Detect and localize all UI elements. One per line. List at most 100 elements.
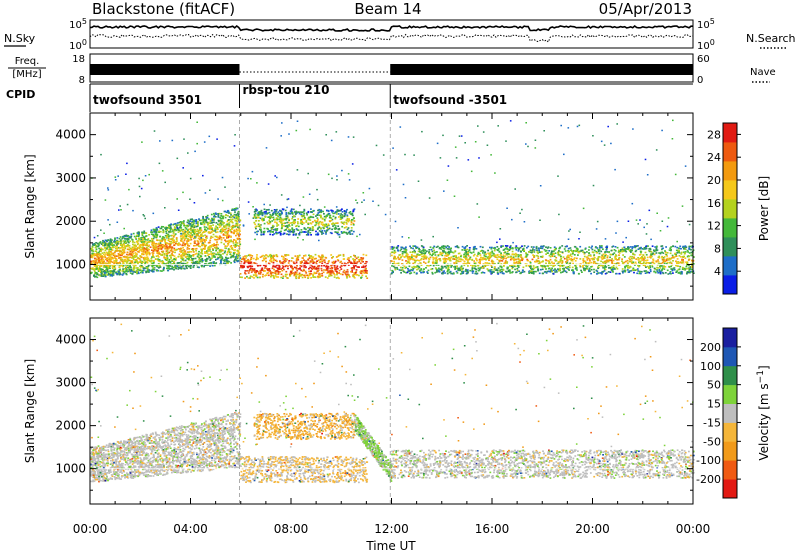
scatter-cell	[279, 271, 281, 273]
scatter-cell	[227, 244, 230, 246]
scatter-cell	[316, 228, 319, 230]
scatter-cell	[669, 272, 671, 275]
scatter-cell	[142, 257, 145, 259]
scatter-cell	[260, 271, 262, 274]
scatter-cell	[199, 227, 202, 229]
scatter-cell	[365, 254, 368, 257]
scatter-cell	[303, 217, 306, 219]
scatter-cell	[97, 274, 100, 276]
scatter-cell	[492, 252, 495, 255]
scatter-cell	[118, 257, 120, 259]
scatter-cell	[195, 222, 198, 225]
scatter-cell	[235, 245, 238, 247]
scatter-cell	[344, 264, 347, 267]
scatter-cell	[176, 265, 179, 267]
scatter-cell	[181, 244, 184, 247]
scatter-cell	[168, 227, 171, 229]
scatter-cell	[267, 228, 269, 230]
scatter-cell	[173, 249, 176, 251]
scatter-cell	[615, 266, 618, 269]
scatter-cell	[141, 271, 144, 274]
scatter-cell	[101, 241, 104, 244]
scatter-cell	[281, 269, 284, 272]
scatter-cell	[687, 251, 689, 253]
scatter-cell	[666, 255, 668, 257]
scatter-cell	[228, 239, 231, 242]
beam-label: Beam 14	[354, 0, 421, 18]
scatter-cell	[257, 230, 259, 233]
scatter-cell	[132, 269, 135, 272]
scatter-cell	[94, 253, 96, 255]
scatter-cell	[316, 232, 319, 234]
scatter-cell	[148, 251, 151, 254]
scatter-cell	[292, 268, 294, 271]
scatter-cell	[93, 270, 96, 272]
scatter-cell	[263, 230, 266, 233]
scatter-cell	[271, 226, 274, 228]
scatter-cell	[426, 271, 429, 273]
scatter-cell	[409, 256, 411, 259]
scatter-cell	[473, 260, 476, 262]
scatter-cell	[321, 272, 323, 275]
scatter-cell	[139, 246, 142, 248]
scatter-cell	[182, 236, 185, 239]
scatter-cell	[285, 212, 288, 214]
scatter-cell	[262, 218, 265, 220]
scatter-cell	[138, 238, 140, 241]
scatter-cell	[255, 225, 258, 228]
scatter-cell	[532, 254, 534, 256]
scatter-cell	[214, 212, 217, 214]
scatter-cell	[203, 265, 205, 268]
scatter-cell	[225, 256, 227, 259]
scatter-cell	[351, 219, 353, 221]
scatter-cell	[577, 254, 579, 256]
scatter-cell	[232, 225, 234, 227]
scatter-cell	[209, 245, 212, 247]
scatter-cell	[106, 265, 109, 267]
scatter-cell	[223, 243, 225, 245]
scatter-cell	[177, 263, 179, 265]
scatter-cell	[195, 262, 198, 264]
scatter-cell	[147, 270, 149, 272]
scatter-cell	[110, 241, 113, 243]
scatter-cell	[256, 209, 258, 212]
scatter-cell	[646, 256, 649, 259]
scatter-cell	[172, 240, 175, 243]
scatter-cell	[136, 272, 139, 275]
scatter-cell	[615, 255, 618, 257]
scatter-cell	[121, 244, 124, 247]
scatter-cell	[536, 249, 538, 251]
scatter-cell	[606, 251, 609, 253]
scatter-cell	[158, 251, 160, 254]
scatter-cell	[172, 236, 175, 238]
scatter-cell	[304, 270, 307, 273]
scatter-cell	[277, 267, 280, 270]
scatter-cell	[224, 258, 226, 261]
scatter-cell	[674, 255, 677, 258]
scatter-cell	[220, 249, 223, 252]
scatter-cell	[276, 225, 278, 227]
scatter-cell	[155, 248, 158, 250]
scatter-cell	[137, 246, 140, 249]
scatter-cell	[358, 260, 361, 263]
scatter-cell	[302, 231, 304, 233]
scatter-cell	[233, 208, 236, 210]
scatter-cell	[320, 275, 323, 277]
scatter-cell	[176, 222, 179, 224]
scatter-cell	[435, 261, 437, 263]
scatter-cell	[143, 249, 145, 251]
scatter-cell	[120, 264, 123, 267]
scatter-cell	[165, 250, 168, 252]
scatter-cell	[292, 230, 294, 232]
scatter-cell	[104, 256, 107, 259]
scatter-cell	[218, 253, 221, 256]
scatter-cell	[328, 275, 330, 277]
scatter-cell	[230, 240, 232, 243]
scatter-cell	[199, 245, 201, 248]
scatter-cell	[267, 212, 269, 214]
scatter-cell	[301, 260, 303, 263]
scatter-cell	[307, 222, 310, 224]
scatter-cell	[202, 217, 204, 220]
scatter-cell	[665, 259, 668, 261]
scatter-cell	[151, 256, 153, 258]
